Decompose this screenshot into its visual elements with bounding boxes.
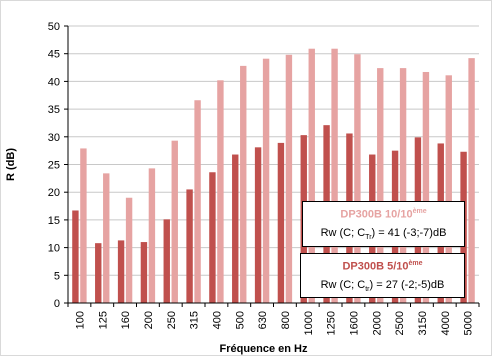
x-tick-label: 630	[257, 311, 269, 329]
bar	[377, 68, 384, 303]
legend-box-5-10: DP300B 5/10ème Rw (C; Ctr) = 27 (-2;-5)d…	[300, 253, 465, 298]
bar	[209, 172, 216, 303]
y-tick-label: 5	[54, 270, 60, 282]
bar	[95, 243, 102, 303]
legend-name-sup: ème	[408, 260, 423, 267]
y-tick-label: 35	[48, 104, 60, 116]
bar	[240, 65, 247, 303]
y-tick-label: 30	[48, 132, 60, 144]
legend-name-text: DP300B 10/10	[340, 208, 413, 221]
legend-rw-sub: Tr	[365, 233, 372, 241]
x-tick-label: 160	[120, 311, 132, 329]
y-tick-label: 50	[48, 21, 60, 33]
bar	[285, 54, 293, 303]
bar	[163, 219, 170, 303]
bar	[217, 80, 224, 304]
x-tick-label: 3150	[417, 311, 429, 335]
bar	[422, 71, 430, 304]
bar	[354, 54, 361, 304]
legend-rw-value: Rw (C; CTr) = 41 (-3;-7)dB	[303, 226, 464, 245]
x-tick-label: 1250	[326, 311, 338, 335]
y-tick-label: 15	[48, 215, 60, 227]
x-tick-label: 800	[280, 311, 292, 329]
bar	[186, 189, 193, 303]
bar	[445, 75, 452, 303]
bar	[140, 242, 148, 303]
bar	[80, 148, 87, 303]
y-tick-label: 10	[48, 243, 60, 255]
legend-rw-prefix: Rw (C; C	[320, 226, 366, 239]
legend-rw-sub: tr	[365, 285, 370, 293]
bar	[103, 173, 110, 303]
bar	[72, 210, 79, 303]
bar	[148, 168, 156, 303]
bar	[171, 140, 178, 303]
bar	[262, 58, 270, 303]
y-tick-label: 25	[48, 160, 60, 172]
x-tick-label: 1600	[348, 311, 360, 335]
x-tick-label: 5000	[463, 311, 475, 335]
legend-name-sup: ème	[412, 208, 427, 215]
x-tick-label: 2500	[394, 311, 406, 335]
bar	[399, 68, 407, 303]
bar	[331, 48, 338, 303]
y-tick-label: 20	[48, 187, 60, 199]
bar	[117, 240, 125, 303]
x-tick-label: 125	[97, 311, 109, 329]
x-tick-label: 400	[211, 311, 223, 329]
legend-series-name: DP300B 10/10ème	[303, 202, 464, 222]
y-tick-label: 0	[54, 298, 60, 310]
legend-rw-suffix: ) = 41 (-3;-7)dB	[371, 226, 447, 239]
x-tick-label: 200	[143, 311, 155, 329]
bar	[254, 147, 262, 303]
x-axis-title: Fréquence en Hz	[219, 343, 308, 355]
legend-rw-suffix: ) = 27 (-2;-5)dB	[369, 278, 445, 291]
legend-rw-value: Rw (C; Ctr) = 27 (-2;-5)dB	[301, 278, 464, 297]
x-tick-label: 500	[234, 311, 246, 329]
bar	[232, 154, 239, 303]
legend-rw-prefix: Rw (C; C	[320, 278, 366, 291]
x-tick-label: 1000	[303, 311, 315, 335]
x-tick-label: 315	[189, 311, 201, 329]
y-tick-label: 45	[48, 49, 60, 61]
bar	[308, 48, 315, 303]
x-tick-label: 4000	[440, 311, 452, 335]
bar	[468, 58, 475, 303]
x-tick-label: 100	[74, 311, 86, 329]
legend-name-text: DP300B 5/10	[342, 260, 409, 273]
bar	[125, 197, 133, 303]
x-tick-label: 250	[166, 311, 178, 329]
legend-box-10-10: DP300B 10/10ème Rw (C; CTr) = 41 (-3;-7)…	[302, 201, 465, 247]
y-axis-title: R (dB)	[5, 148, 17, 181]
y-tick-label: 40	[48, 76, 60, 88]
x-tick-label: 2000	[371, 311, 383, 335]
legend-series-name: DP300B 5/10ème	[301, 254, 464, 274]
bar	[194, 100, 201, 304]
bar	[277, 142, 285, 303]
